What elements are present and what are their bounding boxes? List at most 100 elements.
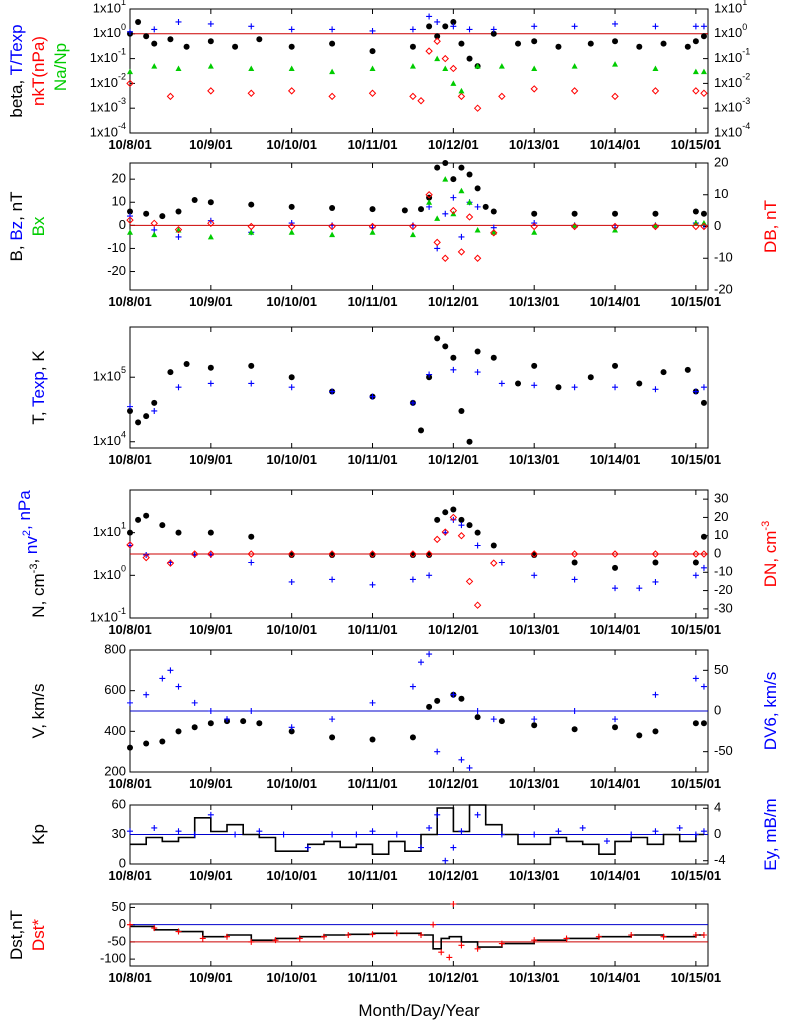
data-point xyxy=(368,89,377,97)
data-point xyxy=(143,512,150,519)
data-point xyxy=(159,738,166,745)
x-tick-label: 10/8/01 xyxy=(108,622,151,637)
data-point xyxy=(612,20,619,27)
x-tick-label: 10/15/01 xyxy=(671,137,722,152)
data-point xyxy=(611,92,619,101)
data-point xyxy=(442,857,449,864)
series-nkT(nPa) xyxy=(126,37,708,112)
data-point xyxy=(143,413,150,420)
data-point xyxy=(409,231,416,238)
x-tick-label: 10/13/01 xyxy=(509,970,560,985)
data-point xyxy=(368,550,377,558)
data-point xyxy=(288,65,295,71)
data-point xyxy=(207,811,214,818)
data-point xyxy=(434,516,441,523)
panel-frame xyxy=(129,326,709,449)
data-point xyxy=(287,87,296,95)
data-point xyxy=(207,529,214,536)
y2-axis-label: DN, cm-3 xyxy=(760,521,780,587)
series-line xyxy=(130,804,704,855)
series-line xyxy=(130,925,704,950)
data-point xyxy=(418,932,425,938)
data-point xyxy=(369,393,376,400)
data-point xyxy=(498,92,506,101)
data-point xyxy=(167,667,174,674)
data-point xyxy=(531,722,538,729)
data-point xyxy=(248,938,255,945)
data-point xyxy=(482,203,489,210)
data-point xyxy=(531,572,538,579)
y2-tick-label: 4 xyxy=(714,800,721,815)
data-point xyxy=(692,87,700,95)
y-tick-label: 20 xyxy=(112,171,126,186)
y2-tick-label: 10 xyxy=(714,527,728,542)
data-point xyxy=(434,245,441,252)
data-point xyxy=(287,550,296,558)
data-point xyxy=(458,522,465,529)
data-point xyxy=(490,354,497,361)
data-point xyxy=(474,945,481,952)
data-point xyxy=(143,33,150,40)
data-point xyxy=(449,513,458,522)
data-point xyxy=(490,208,497,215)
data-point xyxy=(458,756,465,763)
data-point xyxy=(458,828,465,835)
x-tick-label: 10/8/01 xyxy=(108,868,151,883)
data-point xyxy=(175,18,182,25)
data-point xyxy=(466,764,473,771)
y-axis-label: Dst,nT xyxy=(7,910,26,960)
data-point xyxy=(474,185,481,192)
x-tick-label: 10/13/01 xyxy=(509,137,560,152)
data-point xyxy=(409,683,416,690)
data-point xyxy=(232,43,239,50)
data-point xyxy=(248,65,255,71)
data-point xyxy=(425,47,433,55)
data-point xyxy=(612,61,619,67)
data-point xyxy=(434,164,441,171)
data-point xyxy=(127,407,133,414)
data-point xyxy=(207,38,214,45)
data-point xyxy=(458,233,465,240)
y2-tick-label: -50 xyxy=(714,743,733,758)
data-point xyxy=(651,550,660,558)
y-tick-label: 1x105 xyxy=(93,366,126,384)
data-point xyxy=(684,366,691,373)
panel-beta: 1x10-4 1x10-3 1x10-2 1x10-1 1x100 1x101 1x10-4… xyxy=(7,0,750,152)
data-point xyxy=(458,942,465,949)
panel-Kp: 0 30 60 -4 0 4 10/8/01 10/9/01 10/10/01 10/11/01 1… xyxy=(29,796,780,883)
y-tick-label: -10 xyxy=(107,240,126,255)
data-point xyxy=(434,215,441,221)
data-point xyxy=(126,541,134,549)
x-tick-label: 10/15/01 xyxy=(671,452,722,467)
data-point xyxy=(207,708,214,714)
data-point xyxy=(684,43,691,50)
data-point xyxy=(611,222,619,231)
data-point xyxy=(434,697,441,704)
y-axis-label: Kp xyxy=(29,824,48,845)
y-tick-label: 1x10-1 xyxy=(90,606,126,624)
x-tick-label: 10/10/01 xyxy=(266,970,317,985)
data-point xyxy=(426,371,433,378)
x-tick-label: 10/8/01 xyxy=(108,776,151,791)
data-point xyxy=(692,68,699,75)
data-point xyxy=(571,726,578,733)
data-point xyxy=(329,716,336,723)
y-tick-label: 30 xyxy=(112,826,126,841)
data-point xyxy=(652,691,659,698)
y2-tick-label: -30 xyxy=(714,600,733,615)
data-point xyxy=(498,718,505,725)
data-point xyxy=(304,844,311,851)
x-tick-label: 10/10/01 xyxy=(266,622,317,637)
data-point xyxy=(288,728,295,735)
data-point xyxy=(474,529,481,536)
panel-frame xyxy=(129,903,709,967)
data-point xyxy=(692,220,699,226)
data-point xyxy=(143,691,150,698)
x-tick-label: 10/13/01 xyxy=(509,294,560,309)
data-point xyxy=(700,683,707,690)
data-point xyxy=(127,744,133,751)
data-point xyxy=(434,811,441,818)
x-tick-label: 10/12/01 xyxy=(428,622,479,637)
panel-frame xyxy=(129,8,709,134)
data-point xyxy=(570,222,579,231)
